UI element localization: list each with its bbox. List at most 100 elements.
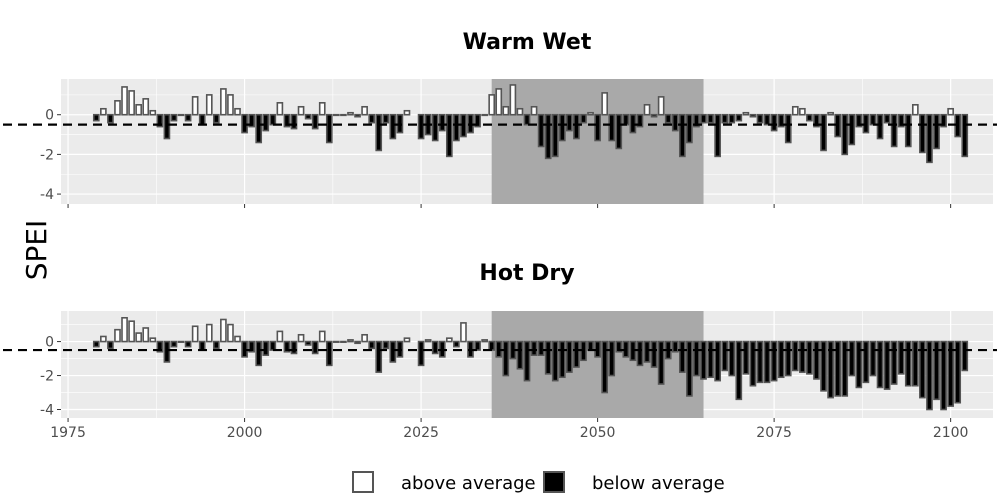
bar-warm-wet-2046 (566, 113, 573, 132)
bar-warm-wet-2096 (919, 113, 926, 154)
bar-warm-wet-2007 (290, 113, 298, 130)
y-tick-label: -2 (40, 147, 54, 163)
bar-hot-dry-2096 (919, 340, 926, 399)
bar-warm-wet-2073 (756, 113, 764, 124)
bar-hot-dry-2019 (375, 340, 383, 373)
bar-warm-wet-2067 (714, 113, 721, 158)
bar-warm-wet-2089 (869, 113, 877, 126)
bar-warm-wet-1996 (212, 113, 220, 124)
bar-hot-dry-2018 (368, 340, 376, 350)
x-tick-label: 2050 (580, 425, 616, 441)
bar-warm-wet-2076 (777, 113, 785, 128)
bar-hot-dry-2080 (806, 340, 813, 375)
bar-hot-dry-2030 (453, 340, 460, 348)
bar-warm-wet-2063 (686, 113, 693, 144)
bar-warm-wet-2045 (558, 113, 566, 142)
bar-warm-wet-1984 (128, 90, 135, 116)
bar-hot-dry-2035 (488, 340, 496, 351)
bar-warm-wet-2013 (333, 113, 340, 117)
bar-warm-wet-2075 (770, 113, 778, 132)
bar-warm-wet-2082 (820, 113, 827, 152)
bar-hot-dry-1992 (184, 340, 192, 348)
bar-hot-dry-2004 (269, 340, 277, 351)
bar-hot-dry-2082 (820, 340, 827, 392)
bar-warm-wet-2003 (262, 113, 270, 132)
bar-warm-wet-2027 (431, 113, 439, 142)
legend-label-above-average: above average (401, 473, 536, 494)
bar-warm-wet-2023 (403, 109, 411, 116)
bar-warm-wet-2094 (904, 113, 912, 148)
bar-warm-wet-2070 (735, 113, 743, 122)
bar-hot-dry-1991 (177, 340, 185, 343)
bar-hot-dry-2062 (678, 340, 686, 373)
bar-warm-wet-2018 (368, 113, 376, 124)
bar-hot-dry-1996 (212, 340, 220, 350)
bar-hot-dry-2025 (417, 340, 425, 367)
bar-warm-wet-1985 (135, 103, 143, 116)
panel-title-warm-wet: Warm Wet (463, 30, 592, 55)
bar-warm-wet-2048 (580, 113, 587, 124)
bar-warm-wet-2020 (382, 113, 390, 124)
bar-hot-dry-2083 (827, 340, 834, 399)
bar-warm-wet-2029 (445, 113, 453, 158)
bar-hot-dry-2045 (558, 340, 566, 379)
bar-hot-dry-2073 (756, 340, 764, 384)
bar-warm-wet-2016 (354, 113, 361, 118)
x-tick-label: 2000 (227, 425, 263, 441)
bar-warm-wet-2077 (784, 113, 792, 144)
bar-warm-wet-2017 (361, 105, 368, 116)
bar-warm-wet-1994 (198, 113, 206, 126)
bar-hot-dry-2006 (283, 340, 291, 353)
bar-warm-wet-2015 (347, 111, 354, 116)
bar-warm-wet-1991 (177, 113, 185, 117)
bar-warm-wet-2049 (587, 111, 594, 116)
y-tick-label: -4 (40, 187, 54, 203)
bar-warm-wet-2066 (707, 113, 714, 124)
bar-warm-wet-2090 (876, 113, 884, 140)
bar-warm-wet-2085 (841, 113, 849, 156)
bar-hot-dry-2020 (382, 340, 390, 350)
bar-hot-dry-2014 (340, 340, 347, 343)
bar-warm-wet-1981 (107, 113, 114, 124)
y-tick-label: -4 (40, 403, 54, 419)
bar-hot-dry-2066 (707, 340, 714, 379)
bar-hot-dry-1988 (156, 340, 164, 353)
bar-hot-dry-2007 (290, 340, 298, 355)
bar-warm-wet-2080 (806, 113, 813, 122)
bar-warm-wet-2021 (389, 113, 397, 140)
bar-warm-wet-2093 (897, 113, 905, 128)
bar-hot-dry-1981 (107, 340, 114, 350)
bar-warm-wet-1987 (149, 109, 157, 116)
bar-warm-wet-1986 (142, 98, 150, 116)
x-tick-label: 2025 (403, 425, 439, 441)
bar-warm-wet-2040 (523, 113, 531, 126)
bar-warm-wet-2053 (615, 113, 623, 150)
bar-warm-wet-2030 (453, 113, 460, 142)
bar-warm-wet-2099 (940, 113, 947, 128)
x-tick-label: 2075 (756, 425, 792, 441)
bar-warm-wet-2054 (622, 113, 630, 126)
bar-hot-dry-2101 (954, 340, 962, 404)
bar-hot-dry-1990 (170, 340, 178, 348)
bar-warm-wet-2057 (643, 103, 651, 116)
bar-warm-wet-1998 (227, 94, 234, 116)
bar-hot-dry-2079 (799, 340, 806, 373)
bar-warm-wet-2091 (883, 113, 891, 124)
bar-warm-wet-2011 (318, 102, 326, 116)
bar-warm-wet-2006 (283, 113, 291, 128)
bar-warm-wet-2002 (255, 113, 263, 144)
bar-hot-dry-2015 (347, 339, 354, 343)
bar-hot-dry-2102 (961, 340, 969, 372)
bar-hot-dry-2061 (671, 340, 679, 353)
bar-warm-wet-2100 (947, 107, 954, 116)
shaded-period (491, 79, 704, 204)
bar-warm-wet-1997 (220, 88, 227, 116)
bar-hot-dry-1997 (220, 318, 227, 343)
bar-hot-dry-2026 (424, 339, 432, 343)
y-tick-label: 0 (45, 108, 54, 124)
bar-hot-dry-2053 (615, 340, 623, 353)
bar-warm-wet-1990 (170, 113, 178, 122)
bar-hot-dry-1984 (128, 320, 135, 343)
bar-hot-dry-2008 (297, 333, 305, 343)
